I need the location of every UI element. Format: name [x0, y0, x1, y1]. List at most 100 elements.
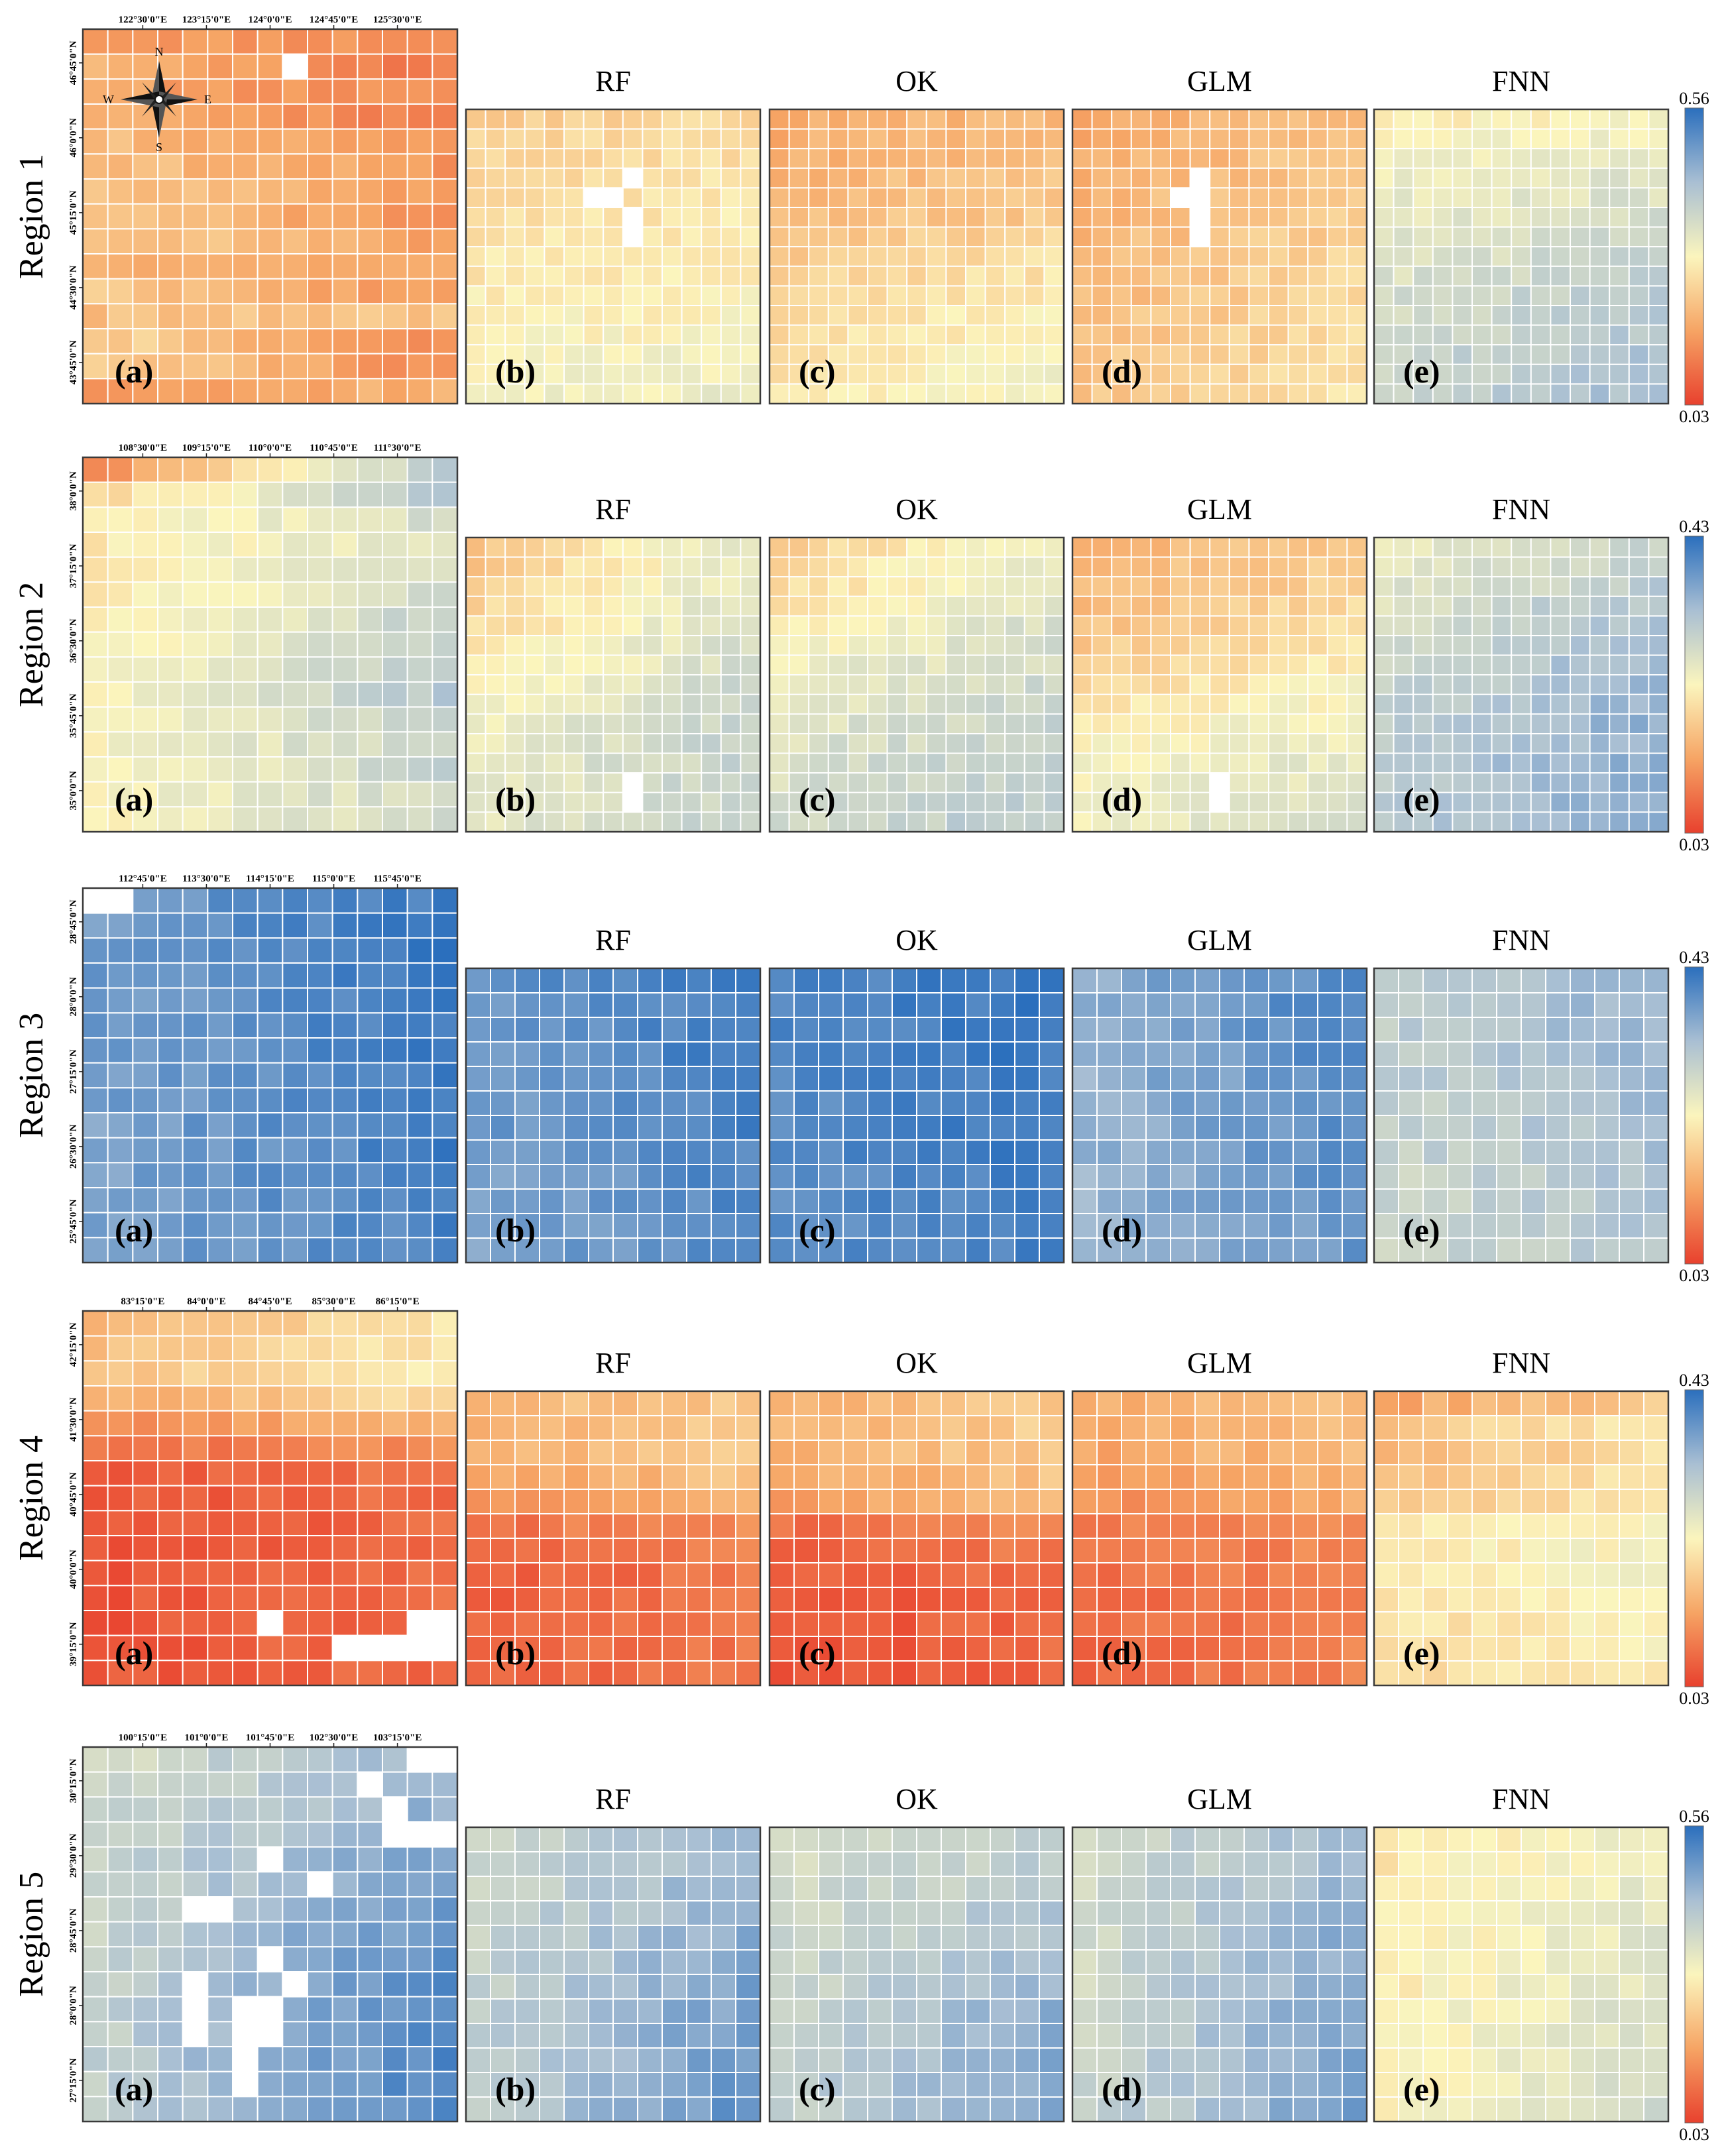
heatmap-cell — [769, 1587, 795, 1613]
heatmap-cell — [612, 1587, 638, 1613]
heatmap-cell — [1248, 128, 1270, 150]
panel-letter: (b) — [495, 781, 536, 818]
heatmap-cell — [563, 344, 585, 365]
heatmap-cell — [1268, 2023, 1294, 2049]
heatmap-cell — [1373, 2096, 1399, 2122]
heatmap-cell — [485, 265, 506, 287]
heatmap-cell — [1570, 1090, 1595, 1116]
heatmap-cell — [662, 968, 687, 993]
heatmap-cell — [282, 987, 309, 1014]
heatmap-cell — [842, 1538, 868, 1563]
heatmap-cell — [82, 887, 109, 914]
heatmap-cell — [1432, 128, 1454, 150]
heatmap-cell — [1521, 1464, 1546, 1490]
heatmap-cell — [662, 344, 683, 365]
heatmap-cell — [432, 253, 458, 280]
heatmap-cell — [1268, 1440, 1294, 1465]
heatmap-cell — [945, 207, 967, 228]
heatmap-cell — [1039, 2023, 1064, 2049]
heatmap-cell — [842, 1949, 868, 1975]
heatmap-cell — [1194, 1587, 1220, 1613]
heatmap-cell — [1219, 1876, 1245, 1901]
heatmap-cell — [1643, 1139, 1669, 1165]
heatmap-cell — [1511, 109, 1532, 130]
heatmap-cell — [793, 1139, 819, 1165]
heatmap-cell — [157, 1137, 184, 1164]
heatmap-cell — [1432, 635, 1454, 656]
heatmap-cell — [1432, 733, 1454, 754]
heatmap-cell — [504, 285, 526, 306]
heatmap-cell — [107, 1137, 134, 1164]
heatmap-cell — [1342, 968, 1367, 993]
heatmap-cell — [1072, 2072, 1098, 2098]
heatmap-cell — [1452, 207, 1473, 228]
heatmap-cell — [514, 1876, 540, 1901]
heatmap-cell — [1594, 1237, 1620, 1263]
heatmap-cell — [769, 1188, 795, 1214]
heatmap-cell — [1317, 1636, 1343, 1662]
heatmap-cell — [701, 167, 722, 189]
heatmap-cell — [524, 128, 546, 150]
heatmap-cell — [965, 1464, 991, 1490]
heatmap-cell — [1072, 1390, 1098, 1416]
heatmap-cell — [1189, 265, 1211, 287]
heatmap-cell — [1491, 383, 1513, 405]
heatmap-cell — [1570, 968, 1595, 993]
heatmap-cell — [1121, 1587, 1147, 1613]
y-tick-label: 35°0'0"N — [68, 771, 79, 810]
heatmap-cell — [686, 1851, 712, 1877]
heatmap-cell — [107, 656, 134, 683]
heatmap-cell — [735, 968, 761, 993]
heatmap-cell — [432, 806, 458, 833]
heatmap-cell — [406, 1560, 433, 1587]
heatmap-cell — [740, 226, 762, 248]
heatmap-cell — [1091, 167, 1113, 189]
heatmap-cell — [1243, 2023, 1269, 2049]
heatmap-cell — [1643, 1851, 1669, 1877]
heatmap-cell — [642, 363, 663, 385]
heatmap-cell — [1043, 285, 1065, 306]
y-tick-label: 42°15'0"N — [68, 1322, 79, 1367]
heatmap-cell — [711, 1090, 736, 1116]
heatmap-cell — [514, 2047, 540, 2073]
heatmap-cell — [132, 1921, 158, 1948]
heatmap-cell — [1373, 128, 1395, 150]
heatmap-cell — [867, 1949, 893, 1975]
heatmap-cell — [1145, 1538, 1171, 1563]
heatmap-cell — [207, 2046, 234, 2072]
heatmap-cell — [207, 1435, 234, 1461]
x-tick-label: 123°15'0"E — [182, 15, 231, 25]
heatmap-cell — [406, 1385, 433, 1412]
heatmap-cell — [642, 305, 663, 326]
heatmap-cell — [1570, 992, 1595, 1018]
heatmap-cell — [357, 1460, 383, 1487]
heatmap-cell — [1346, 713, 1368, 735]
heatmap-cell — [1521, 1636, 1546, 1662]
heatmap-cell — [1589, 654, 1611, 676]
heatmap-cell — [637, 1900, 663, 1926]
heatmap-cell — [257, 1585, 284, 1611]
heatmap-cell — [1287, 654, 1309, 676]
heatmap-cell — [382, 937, 408, 964]
heatmap-cell — [1091, 148, 1113, 169]
heatmap-cell — [307, 1821, 333, 1848]
heatmap-cell — [406, 2096, 433, 2122]
heatmap-cell — [107, 178, 134, 205]
heatmap-cell — [1422, 1139, 1448, 1165]
heatmap-cell — [662, 2023, 687, 2049]
heatmap-cell — [282, 656, 309, 683]
heatmap-cell — [406, 1012, 433, 1039]
heatmap-cell — [1491, 187, 1513, 208]
heatmap-cell — [107, 1771, 134, 1798]
heatmap-cell — [1317, 2047, 1343, 2073]
heatmap-cell — [82, 1660, 109, 1686]
heatmap-cell — [769, 1464, 795, 1490]
model-title: GLM — [1187, 1347, 1252, 1379]
heatmap-cell — [1268, 1925, 1294, 1951]
heatmap-cell — [485, 654, 506, 676]
heatmap-cell — [867, 207, 888, 228]
heatmap-cell — [107, 2071, 134, 2098]
heatmap-cell — [1039, 1390, 1064, 1416]
region-label: Region 5 — [13, 1872, 50, 1997]
heatmap-cell — [1293, 2072, 1318, 2098]
